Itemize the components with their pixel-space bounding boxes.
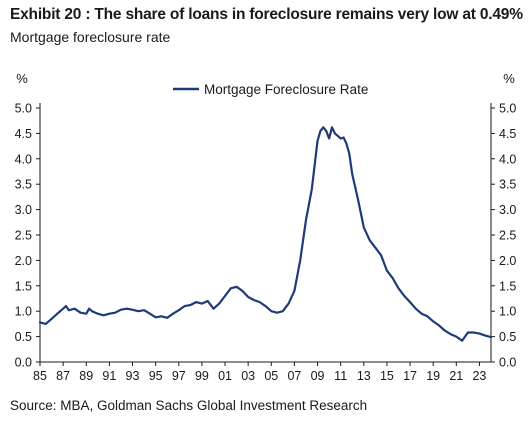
x-tick-label: 95 [149, 369, 163, 383]
y-unit-label-left: % [16, 71, 28, 86]
x-tick-label: 19 [426, 369, 440, 383]
x-tick-label: 87 [56, 369, 70, 383]
x-tick-label: 21 [449, 369, 463, 383]
legend: Mortgage Foreclosure Rate [173, 82, 368, 97]
chart-title: Exhibit 20 : The share of loans in forec… [10, 6, 523, 23]
x-tick-label: 15 [380, 369, 394, 383]
x-tick-label: 07 [287, 369, 301, 383]
y-tick-label-left: 5.0 [15, 102, 32, 116]
x-tick-label: 93 [126, 369, 140, 383]
x-tick-label: 97 [172, 369, 186, 383]
y-tick-label-right: 3.0 [499, 203, 516, 217]
y-tick-label-right: 4.5 [499, 127, 516, 141]
x-tick-label: 03 [241, 369, 255, 383]
y-tick-label-left: 4.5 [15, 127, 32, 141]
y-tick-label-left: 3.0 [15, 203, 32, 217]
x-tick-label: 11 [334, 369, 347, 383]
y-tick-label-right: 0.5 [499, 330, 516, 344]
x-tick-label: 05 [264, 369, 278, 383]
y-tick-label-right: 5.0 [499, 102, 516, 116]
y-tick-label-left: 2.5 [15, 229, 32, 243]
y-tick-label-right: 0.0 [499, 356, 516, 370]
y-tick-label-right: 1.5 [499, 279, 516, 293]
source-note: Source: MBA, Goldman Sachs Global Invest… [10, 398, 368, 413]
legend-label: Mortgage Foreclosure Rate [204, 82, 368, 97]
y-tick-label-right: 3.5 [499, 178, 516, 192]
y-tick-label-left: 0.0 [15, 356, 32, 370]
x-tick-label: 23 [472, 369, 486, 383]
y-tick-label-left: 4.0 [15, 152, 32, 166]
y-tick-label-right: 4.0 [499, 152, 516, 166]
y-tick-label-right: 2.5 [499, 229, 516, 243]
y-tick-label-right: 1.0 [499, 305, 516, 319]
y-tick-label-left: 1.5 [15, 279, 32, 293]
y-tick-label-left: 1.0 [15, 305, 32, 319]
x-tick-label: 13 [357, 369, 371, 383]
y-tick-label-right: 2.0 [499, 254, 516, 268]
y-tick-label-left: 2.0 [15, 254, 32, 268]
chart-subtitle: Mortgage foreclosure rate [10, 29, 171, 45]
x-tick-label: 17 [403, 369, 417, 383]
x-tick-label: 99 [195, 369, 209, 383]
x-tick-label: 01 [218, 369, 232, 383]
y-tick-label-left: 3.5 [15, 178, 32, 192]
x-tick-label: 91 [102, 369, 116, 383]
axes: % % 0.0 0.0 0.5 0.5 1.0 1.0 1.5 1.5 2.0 2.0 2.5 2.5 3.… [15, 71, 517, 383]
x-tick-label: 09 [311, 369, 325, 383]
series-layer [38, 126, 493, 342]
series-line [38, 126, 493, 342]
x-tick-label: 85 [33, 369, 47, 383]
x-tick-label: 89 [79, 369, 93, 383]
y-unit-label-right: % [503, 71, 515, 86]
y-tick-label-left: 0.5 [15, 330, 32, 344]
